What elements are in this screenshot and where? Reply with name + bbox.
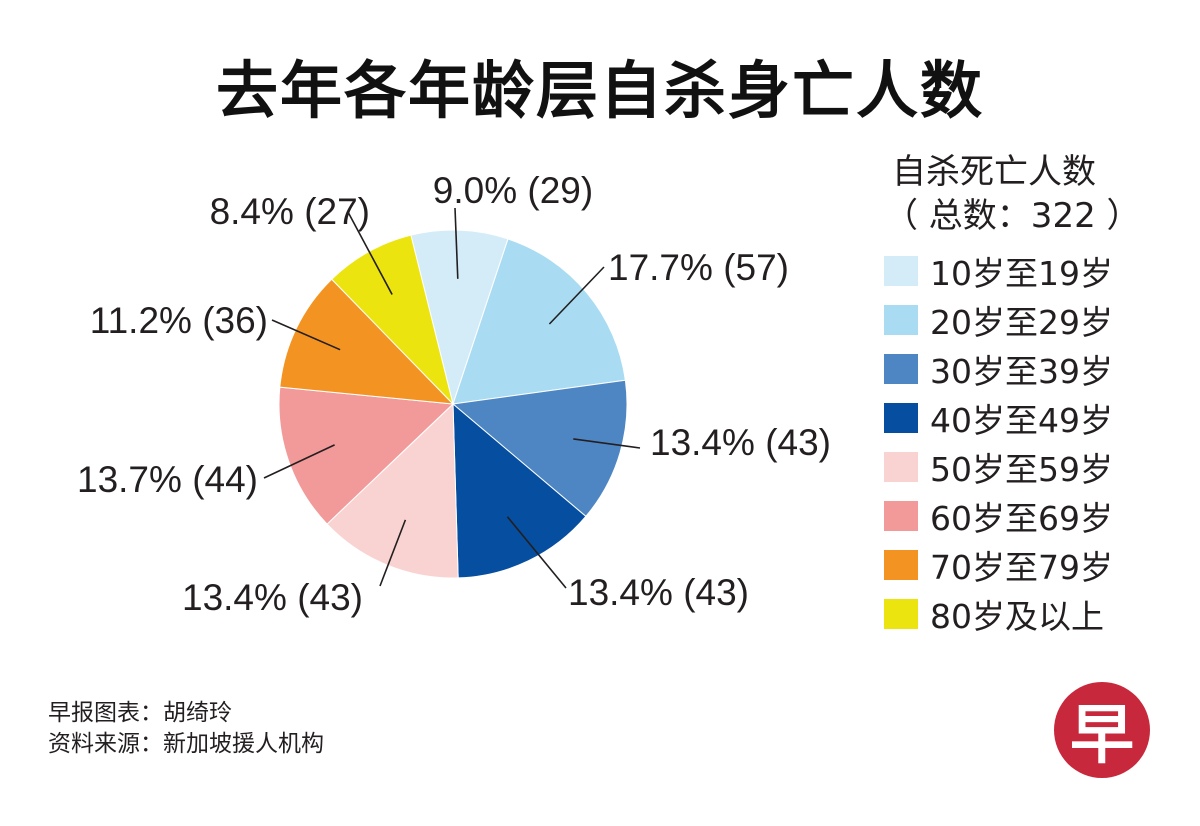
legend-item: 40岁至49岁 — [884, 393, 1184, 442]
leader-lines — [263, 207, 641, 589]
pie-chart: 9.0% (29) 17.7% (57) 13.4% (43) 13.4% (43) 1… — [77, 170, 831, 618]
legend-item: 80岁及以上 — [884, 589, 1184, 638]
data-label-5: 13.4% (43) — [182, 577, 363, 618]
legend-item: 10岁至19岁 — [884, 246, 1184, 295]
leader-line-3 — [573, 438, 641, 449]
leader-line-7 — [271, 319, 341, 351]
footer: 早报图表：胡绮玲 资料来源：新加坡援人机构 — [48, 698, 324, 760]
legend-swatch — [884, 451, 918, 482]
data-labels: 9.0% (29) 17.7% (57) 13.4% (43) 13.4% (43) 1… — [77, 170, 831, 618]
pie-slice-8 — [331, 234, 454, 406]
legend-label: 20岁至29岁 — [930, 302, 1113, 342]
leader-line-1 — [454, 207, 459, 279]
legend-label: 60岁至69岁 — [930, 498, 1113, 538]
pie-slice-3 — [451, 379, 628, 518]
leader-line-6 — [263, 444, 335, 479]
data-label-3: 13.4% (43) — [650, 422, 831, 463]
data-source: 资料来源：新加坡援人机构 — [48, 731, 324, 757]
data-label-7: 11.2% (36) — [90, 300, 268, 341]
leader-line-2 — [548, 266, 605, 325]
legend-swatch — [884, 549, 918, 580]
legend-label: 80岁及以上 — [930, 596, 1104, 636]
legend-total: （ 总数：322 ） — [884, 196, 1141, 236]
data-label-1: 9.0% (29) — [433, 170, 593, 211]
leader-line-8 — [347, 211, 393, 295]
legend-swatch — [884, 598, 918, 629]
legend-item: 20岁至29岁 — [884, 295, 1184, 344]
chart-credit: 早报图表：胡绮玲 — [48, 700, 232, 726]
pie-slice-7 — [279, 278, 455, 405]
legend-label: 30岁至39岁 — [930, 351, 1113, 391]
data-label-6: 13.7% (44) — [77, 459, 258, 500]
pie-slices — [278, 229, 628, 579]
legend-item: 60岁至69岁 — [884, 491, 1184, 540]
chart-title: 去年各年龄层自杀身亡人数 — [215, 54, 984, 127]
legend-swatch — [884, 304, 918, 335]
zaobao-logo: 早 — [1054, 682, 1150, 778]
legend-swatch — [884, 255, 918, 286]
legend-swatch — [884, 353, 918, 384]
legend-title: 自杀死亡人数 — [892, 152, 1096, 192]
pie-slice-6 — [278, 386, 455, 525]
leader-line-5 — [379, 519, 407, 587]
legend-item: 70岁至79岁 — [884, 540, 1184, 589]
pie-slice-1 — [410, 229, 509, 406]
legend-label: 70岁至79岁 — [930, 547, 1113, 587]
data-label-4: 13.4% (43) — [568, 572, 749, 613]
legend-swatch — [884, 402, 918, 433]
pie-slice-4 — [452, 402, 587, 579]
pie-slice-2 — [452, 238, 626, 405]
data-label-2: 17.7% (57) — [608, 247, 789, 288]
data-label-8: 8.4% (27) — [210, 191, 370, 232]
legend-swatch — [884, 500, 918, 531]
pie-slice-5 — [326, 402, 459, 579]
legend-item: 50岁至59岁 — [884, 442, 1184, 491]
legend-list: 10岁至19岁 20岁至29岁 30岁至39岁 40岁至49岁 50岁至59岁 60岁至6… — [884, 246, 1184, 638]
legend: 自杀死亡人数 （ 总数：322 ） 10岁至19岁 20岁至29岁 30岁至39岁 4… — [884, 150, 1184, 638]
legend-item: 30岁至39岁 — [884, 344, 1184, 393]
legend-label: 40岁至49岁 — [930, 400, 1113, 440]
legend-label: 10岁至19岁 — [930, 253, 1113, 293]
leader-line-4 — [506, 516, 567, 589]
legend-label: 50岁至59岁 — [930, 449, 1113, 489]
